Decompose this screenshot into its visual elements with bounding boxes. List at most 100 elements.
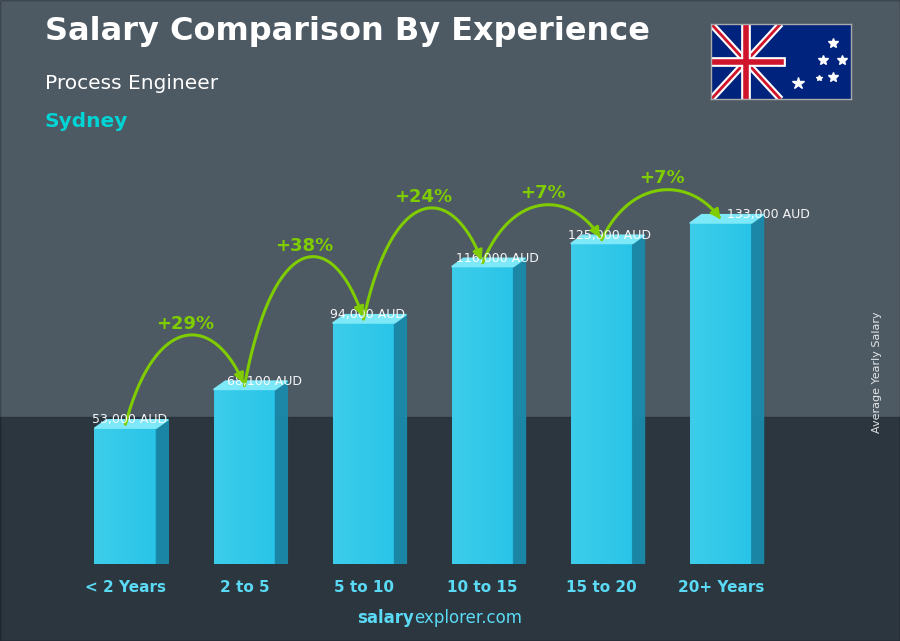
Bar [108,428,110,564]
Bar [749,223,750,564]
Bar [710,223,711,564]
Bar [366,323,368,564]
Bar [97,428,99,564]
Bar [269,390,271,564]
Bar [226,390,228,564]
Text: Process Engineer: Process Engineer [45,74,218,93]
Bar [579,244,580,564]
Bar [498,267,500,564]
Bar [598,244,600,564]
Text: 68,100 AUD: 68,100 AUD [227,374,302,388]
Bar [265,390,266,564]
Bar [127,428,129,564]
Bar [695,223,696,564]
Bar [689,223,751,564]
Text: +24%: +24% [394,188,453,206]
Bar [719,223,721,564]
Bar [370,323,372,564]
Bar [351,323,353,564]
Text: 116,000 AUD: 116,000 AUD [456,252,539,265]
Polygon shape [689,215,763,223]
Polygon shape [452,258,526,267]
Bar [461,267,463,564]
Bar [152,428,153,564]
Bar [107,428,108,564]
Bar [381,323,382,564]
Bar [597,244,598,564]
Bar [732,223,733,564]
Bar [750,223,751,564]
Bar [101,428,103,564]
Bar [725,223,727,564]
Bar [385,323,387,564]
Bar [571,244,572,564]
Bar [603,244,605,564]
Bar [738,223,739,564]
Bar [716,223,717,564]
Bar [736,223,738,564]
Bar [382,323,383,564]
Bar [609,244,611,564]
Bar [105,428,107,564]
Bar [510,267,512,564]
Bar [600,244,602,564]
Bar [689,223,691,564]
Bar [235,390,237,564]
Bar [456,267,458,564]
Bar [224,390,226,564]
Bar [475,267,476,564]
Text: +7%: +7% [519,184,565,202]
Bar [454,267,456,564]
Bar [727,223,728,564]
Bar [470,267,472,564]
Bar [131,428,133,564]
Bar [452,267,454,564]
Bar [146,428,147,564]
Bar [713,223,715,564]
Polygon shape [275,381,287,564]
Bar [251,390,252,564]
Bar [607,244,608,564]
Bar [586,244,588,564]
Bar [374,323,376,564]
Bar [228,390,229,564]
Text: 125,000 AUD: 125,000 AUD [568,229,652,242]
Bar [114,428,116,564]
Bar [138,428,140,564]
Bar [387,323,388,564]
Bar [237,390,239,564]
Bar [267,390,269,564]
Bar [493,267,495,564]
Text: Sydney: Sydney [45,112,129,131]
Bar [140,428,141,564]
Bar [594,244,596,564]
Bar [482,267,484,564]
Bar [744,223,745,564]
Bar [254,390,256,564]
Bar [135,428,136,564]
Bar [133,428,135,564]
Bar [346,323,348,564]
Bar [390,323,392,564]
Bar [220,390,221,564]
Bar [691,223,693,564]
Bar [355,323,356,564]
Bar [353,323,355,564]
Bar [745,223,747,564]
Bar [266,390,267,564]
Bar [262,390,263,564]
Bar [730,223,732,564]
Bar [141,428,142,564]
Bar [234,390,235,564]
Bar [489,267,491,564]
Bar [590,244,592,564]
Bar [256,390,258,564]
Bar [512,267,514,564]
Bar [622,244,624,564]
Bar [241,390,243,564]
Bar [500,267,501,564]
Bar [336,323,338,564]
Bar [596,244,597,564]
Bar [734,223,736,564]
Bar [392,323,393,564]
